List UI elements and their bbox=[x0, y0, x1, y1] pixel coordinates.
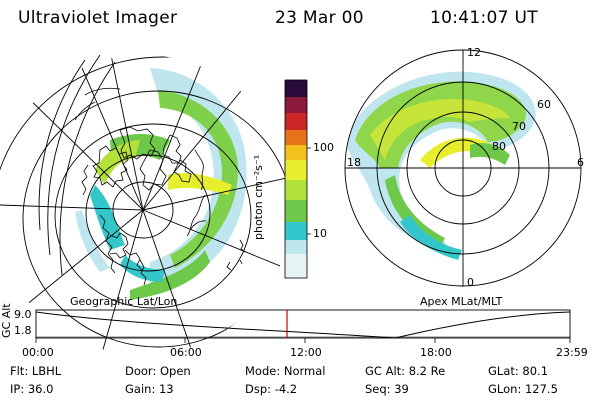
timeline-ytick-9: 9.0 bbox=[14, 308, 32, 321]
info-door-value: Open bbox=[159, 364, 191, 378]
mlt-label-12: 12 bbox=[467, 46, 481, 59]
info-ip: IP: 36.0 bbox=[10, 382, 53, 396]
timeline-xtick-1800: 18:00 bbox=[420, 346, 452, 359]
mlat-label-60: 60 bbox=[537, 98, 551, 111]
apex-aurora-emission bbox=[345, 71, 536, 260]
mlat-label-70: 70 bbox=[512, 120, 526, 133]
info-seq-label: Seq: bbox=[365, 382, 391, 396]
info-gain-value: 13 bbox=[158, 382, 174, 396]
timeline-xtick-0000: 00:00 bbox=[22, 346, 54, 359]
mlat-label-80: 80 bbox=[492, 140, 506, 153]
info-mode: Mode: Normal bbox=[245, 364, 325, 378]
info-ip-value: 36.0 bbox=[27, 382, 54, 396]
info-door: Door: Open bbox=[125, 364, 191, 378]
info-gcalt-value: 8.2 Re bbox=[408, 364, 446, 378]
apex-grid bbox=[344, 49, 582, 287]
timeline-ytick-1-8: 1.8 bbox=[14, 324, 32, 337]
geographic-map bbox=[0, 54, 293, 355]
mlt-label-18: 18 bbox=[347, 156, 361, 169]
mlt-label-0: 0 bbox=[467, 276, 474, 289]
info-dsp: Dsp: -4.2 bbox=[245, 382, 297, 396]
instrument-title: Ultraviolet Imager bbox=[18, 8, 178, 28]
info-door-label: Door: bbox=[125, 364, 157, 378]
info-flt-value: LBHL bbox=[31, 364, 62, 378]
info-glon: GLon: 127.5 bbox=[488, 382, 558, 396]
colorbar-units-label: photon cm⁻²s⁻¹ bbox=[252, 154, 265, 240]
colorbar-tick-10: 10 bbox=[313, 227, 327, 240]
colorbar-tick-100: 100 bbox=[313, 141, 334, 154]
info-flt: Flt: LBHL bbox=[10, 364, 61, 378]
info-mode-label: Mode: bbox=[245, 364, 281, 378]
right-panel-caption: Apex MLat/MLT bbox=[420, 295, 503, 308]
time-label: 10:41:07 UT bbox=[430, 8, 538, 28]
info-glon-label: GLon: bbox=[488, 382, 522, 396]
info-dsp-value: -4.2 bbox=[274, 382, 298, 396]
info-glat: GLat: 80.1 bbox=[488, 364, 548, 378]
date-label: 23 Mar 00 bbox=[275, 8, 364, 28]
orbit-timeline bbox=[35, 309, 571, 343]
timeline-xtick-2359: 23:59 bbox=[556, 346, 588, 359]
info-gain-label: Gain: bbox=[125, 382, 156, 396]
info-flt-label: Flt: bbox=[10, 364, 29, 378]
timeline-axis-label: GC Alt bbox=[0, 303, 13, 338]
geo-outer-meridians bbox=[38, 54, 116, 276]
geo-grid bbox=[0, 55, 293, 355]
info-seq-value: 39 bbox=[394, 382, 409, 396]
info-glon-value: 127.5 bbox=[524, 382, 558, 396]
color-scale-bar bbox=[284, 79, 311, 279]
info-gcalt-label: GC Alt: bbox=[365, 364, 406, 378]
info-gcalt: GC Alt: 8.2 Re bbox=[365, 364, 445, 378]
info-glat-value: 80.1 bbox=[522, 364, 549, 378]
info-glat-label: GLat: bbox=[488, 364, 519, 378]
info-seq: Seq: 39 bbox=[365, 382, 409, 396]
left-panel-caption: Geographic Lat/Lon bbox=[70, 295, 178, 308]
info-ip-label: IP: bbox=[10, 382, 25, 396]
info-dsp-label: Dsp: bbox=[245, 382, 272, 396]
timeline-xtick-1200: 12:00 bbox=[290, 346, 322, 359]
mlt-label-6: 6 bbox=[577, 156, 584, 169]
apex-polar-plot bbox=[344, 49, 582, 287]
timeline-xtick-0600: 06:00 bbox=[170, 346, 202, 359]
info-gain: Gain: 13 bbox=[125, 382, 174, 396]
info-mode-value: Normal bbox=[283, 364, 326, 378]
